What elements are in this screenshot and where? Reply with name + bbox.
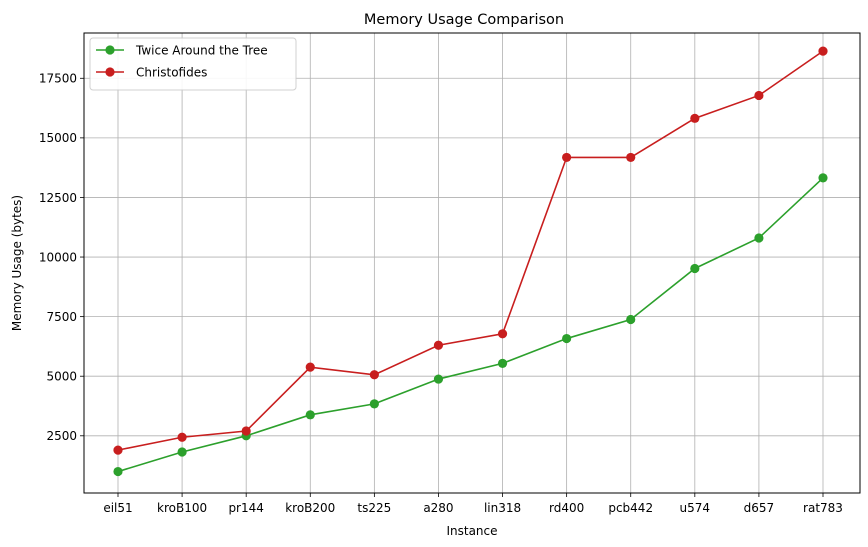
legend-entry-twice-around-the-tree: Twice Around the Tree xyxy=(96,44,268,58)
point-christofides-krob200 xyxy=(305,362,315,372)
x-tick-label-ts225: ts225 xyxy=(357,501,391,515)
plot-area xyxy=(83,32,861,494)
point-christofides-u574 xyxy=(690,113,700,123)
x-axis-label: Instance xyxy=(446,524,497,538)
point-christofides-rat783 xyxy=(818,46,828,56)
series-line-twice-around-the-tree xyxy=(117,177,824,473)
legend-marker-christofides xyxy=(105,67,115,77)
legend-entry-christofides: Christofides xyxy=(96,66,207,80)
legend: Twice Around the Tree Christofides xyxy=(89,37,297,91)
x-tick-label-rd400: rd400 xyxy=(549,501,584,515)
x-tick-label-rat783: rat783 xyxy=(803,501,843,515)
point-twice-around-the-tree-u574 xyxy=(690,263,700,274)
point-twice-around-the-tree-rd400 xyxy=(562,333,572,344)
x-tick-label-u574: u574 xyxy=(680,501,711,515)
x-tick-label-krob100: kroB100 xyxy=(157,501,207,515)
x-tick-label-pr144: pr144 xyxy=(228,501,263,515)
series-christofides xyxy=(113,46,828,455)
grid-layer xyxy=(84,33,860,493)
y-tick-label-10000: 10000 xyxy=(39,250,77,264)
y-axis: 2500 5000 7500 10000 12500 15000 17500 xyxy=(39,72,84,443)
point-twice-around-the-tree-lin318 xyxy=(497,358,508,368)
point-twice-around-the-tree-ts225 xyxy=(369,399,379,409)
y-tick-label-12500: 12500 xyxy=(39,191,77,205)
point-christofides-d657 xyxy=(754,90,764,101)
point-christofides-pr144 xyxy=(241,426,251,436)
y-tick-label-2500: 2500 xyxy=(46,429,77,443)
point-twice-around-the-tree-pcb442 xyxy=(626,314,636,325)
legend-box xyxy=(89,37,297,91)
y-tick-label-15000: 15000 xyxy=(39,131,77,145)
legend-label-christofides: Christofides xyxy=(136,66,207,80)
y-tick-label-7500: 7500 xyxy=(46,310,77,324)
series-line-christofides xyxy=(117,50,824,451)
series-twice-around-the-tree xyxy=(113,173,828,477)
point-christofides-krob100 xyxy=(177,432,187,442)
y-tick-label-5000: 5000 xyxy=(46,370,77,384)
point-twice-around-the-tree-a280 xyxy=(433,374,444,384)
point-christofides-pcb442 xyxy=(626,152,636,163)
point-twice-around-the-tree-eil51 xyxy=(113,466,123,477)
legend-label-twice-around-the-tree: Twice Around the Tree xyxy=(135,44,268,58)
chart-title: Memory Usage Comparison xyxy=(364,12,564,28)
x-tick-label-a280: a280 xyxy=(423,501,453,515)
series-layer xyxy=(113,46,828,477)
point-christofides-ts225 xyxy=(369,370,379,380)
x-tick-label-lin318: lin318 xyxy=(484,501,521,515)
x-tick-label-pcb442: pcb442 xyxy=(608,501,653,515)
point-christofides-a280 xyxy=(433,340,444,350)
point-twice-around-the-tree-d657 xyxy=(754,233,764,243)
legend-marker-twice-around-the-tree xyxy=(105,45,115,55)
x-tick-label-krob200: kroB200 xyxy=(285,501,335,515)
x-tick-label-d657: d657 xyxy=(744,501,775,515)
point-twice-around-the-tree-krob100 xyxy=(177,447,187,457)
y-axis-label: Memory Usage (bytes) xyxy=(10,195,24,331)
y-tick-label-17500: 17500 xyxy=(39,72,77,86)
point-christofides-rd400 xyxy=(562,152,572,163)
point-christofides-lin318 xyxy=(497,329,508,339)
point-christofides-eil51 xyxy=(113,445,123,455)
point-twice-around-the-tree-krob200 xyxy=(305,410,315,420)
point-twice-around-the-tree-rat783 xyxy=(818,173,828,183)
x-tick-label-eil51: eil51 xyxy=(103,501,132,515)
x-axis: eil51 kroB100 pr144 kroB200 ts225 a280 lin318 r… xyxy=(103,493,843,515)
